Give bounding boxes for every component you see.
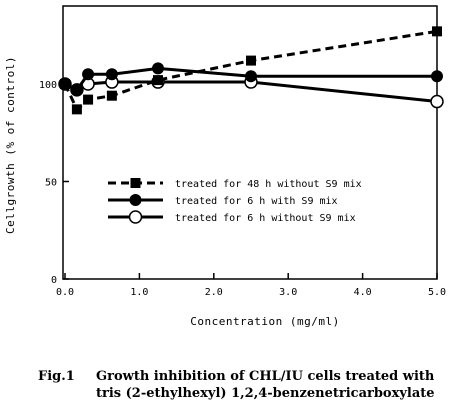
legend-label: treated for 6 h without S9 mix (175, 213, 356, 224)
legend-marker (128, 210, 143, 224)
x-tick-label: 0.0 (56, 287, 74, 298)
data-point (431, 70, 443, 83)
legend: treated for 48 h without S9 mix treated f… (108, 178, 362, 224)
data-point (82, 68, 95, 81)
series-layer (58, 26, 444, 115)
legend-label: treated for 48 h without S9 mix (175, 179, 362, 190)
data-point (83, 94, 94, 105)
y-axis-title: Cellgrowth (% of control) (4, 56, 17, 234)
caption-line-2: tris (2-ethylhexyl) 1,2,4-benzenetricarb… (96, 386, 435, 401)
figure-label: Fig.1 (38, 369, 75, 384)
y-tick-label: 100 (39, 80, 57, 91)
data-point (153, 75, 163, 86)
data-point (246, 55, 256, 66)
plot-frame (62, 5, 438, 280)
legend-marker (130, 178, 141, 188)
legend-label: treated for 6 h with S9 mix (175, 196, 338, 207)
figure-caption: Fig.1 Growth inhibition of CHL/IU cells t… (38, 368, 453, 402)
series-1 (60, 26, 442, 115)
data-point (60, 79, 70, 89)
data-point (70, 83, 83, 96)
data-point (106, 90, 117, 101)
legend-marker (129, 194, 142, 206)
axes-layer: 0 50 100 0.0 1.0 2.0 3.0 4.0 5.0 (39, 80, 446, 298)
x-tick-label: 3.0 (279, 287, 297, 298)
data-point (432, 26, 442, 37)
data-point (71, 104, 82, 115)
x-tick-label: 2.0 (205, 287, 223, 298)
x-tick-label: 5.0 (428, 287, 446, 298)
y-tick-label: 0 (51, 275, 57, 286)
legend-item: treated for 6 h with S9 mix (108, 194, 338, 207)
x-axis-title: Concentration (mg/ml) (190, 315, 340, 328)
caption-line-1: Fig.1 Growth inhibition of CHL/IU cells t… (38, 368, 453, 385)
caption-text-1: Growth inhibition of CHL/IU cells treate… (96, 369, 435, 384)
data-point (430, 94, 444, 109)
x-tick-label: 1.0 (130, 287, 148, 298)
y-tick-label: 50 (45, 178, 57, 189)
data-point (105, 68, 118, 81)
data-point (245, 70, 257, 83)
data-point (152, 62, 164, 75)
legend-item: treated for 6 h without S9 mix (108, 210, 356, 224)
legend-item: treated for 48 h without S9 mix (108, 178, 362, 190)
x-tick-label: 4.0 (354, 287, 372, 298)
